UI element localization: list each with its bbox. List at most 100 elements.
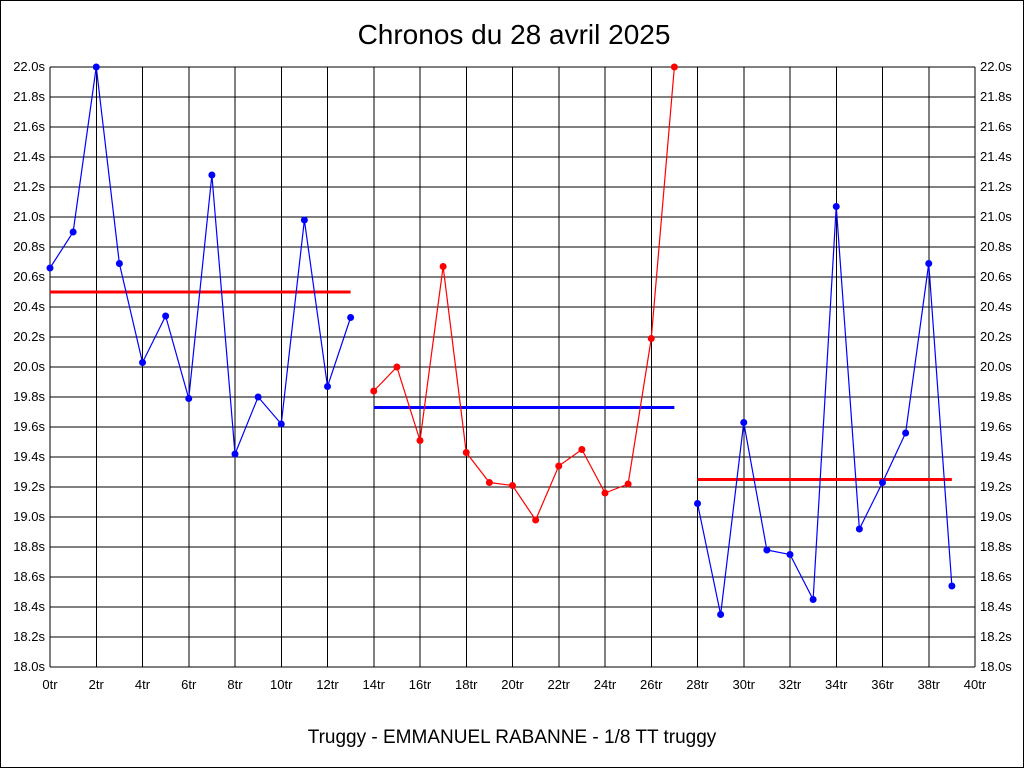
x-tick-label: 8tr — [227, 677, 243, 692]
y-tick-label-right: 18.2s — [980, 629, 1012, 644]
data-point — [370, 387, 378, 395]
y-tick-label-right: 19.8s — [980, 389, 1012, 404]
data-point — [139, 359, 146, 366]
data-point — [115, 260, 123, 267]
data-point — [254, 393, 262, 401]
y-tick-label-left: 21.2s — [13, 179, 45, 194]
data-point — [462, 449, 470, 456]
y-tick-label-right: 19.0s — [980, 509, 1012, 524]
data-point — [393, 363, 401, 371]
y-tick-label-right: 19.6s — [980, 419, 1012, 434]
y-tick-label-left: 20.6s — [13, 269, 45, 284]
x-tick-label: 32tr — [779, 677, 802, 692]
y-tick-label-right: 21.4s — [980, 149, 1012, 164]
x-tick-label: 24tr — [594, 677, 617, 692]
x-tick-label: 26tr — [640, 677, 663, 692]
data-point — [208, 171, 216, 179]
y-tick-label-left: 18.4s — [13, 599, 45, 614]
y-tick-label-left: 19.2s — [13, 479, 45, 494]
data-point — [277, 420, 285, 428]
data-point — [832, 203, 840, 210]
y-tick-label-right: 20.2s — [980, 329, 1012, 344]
data-point — [601, 489, 609, 497]
y-tick-label-left: 18.6s — [13, 569, 45, 584]
y-tick-label-left: 18.2s — [13, 629, 45, 644]
data-point — [740, 419, 748, 426]
y-tick-label-right: 22.0s — [980, 59, 1012, 74]
y-tick-label-right: 18.0s — [980, 659, 1012, 674]
y-tick-label-right: 19.2s — [980, 479, 1012, 494]
x-tick-label: 0tr — [42, 677, 58, 692]
chart-title: Chronos du 28 avril 2025 — [358, 19, 671, 50]
y-tick-label-left: 21.6s — [13, 119, 45, 134]
data-point — [532, 516, 540, 524]
data-point — [46, 264, 54, 272]
x-tick-label: 30tr — [733, 677, 756, 692]
y-tick-label-left: 19.8s — [13, 389, 45, 404]
data-point — [763, 546, 771, 554]
y-tick-label-left: 18.8s — [13, 539, 45, 554]
data-point — [69, 228, 77, 236]
x-tick-label: 38tr — [918, 677, 941, 692]
y-tick-label-right: 20.4s — [980, 299, 1012, 314]
series-group — [694, 203, 956, 618]
data-point — [162, 312, 170, 320]
data-point — [647, 335, 655, 342]
data-point — [624, 480, 632, 488]
data-point — [902, 429, 910, 437]
x-tick-label: 40tr — [964, 677, 987, 692]
series-line — [373, 66, 675, 522]
y-tick-label-right: 18.8s — [980, 539, 1012, 554]
y-tick-label-right: 20.0s — [980, 359, 1012, 374]
x-tick-label: 4tr — [135, 677, 151, 692]
y-tick-label-left: 21.4s — [13, 149, 45, 164]
y-tick-label-left: 20.2s — [13, 329, 45, 344]
grid — [49, 66, 976, 668]
y-tick-label-left: 19.6s — [13, 419, 45, 434]
x-tick-label: 12tr — [316, 677, 339, 692]
y-tick-label-right: 20.8s — [980, 239, 1012, 254]
series — [46, 63, 956, 618]
y-tick-label-left: 20.4s — [13, 299, 45, 314]
x-tick-label: 36tr — [871, 677, 894, 692]
data-point — [578, 446, 586, 453]
x-tick-label: 20tr — [501, 677, 524, 692]
series-line — [696, 206, 953, 615]
y-axis-left: 18.0s 18.2s 18.4s 18.6s 18.8s 19.0s 19.2s 19.4s… — [13, 59, 45, 674]
data-point — [509, 482, 516, 489]
y-tick-label-left: 21.8s — [13, 89, 45, 104]
data-point — [347, 314, 355, 321]
data-point — [439, 263, 447, 270]
chart-subtitle: Truggy - EMMANUEL RABANNE - 1/8 TT trugg… — [308, 727, 717, 748]
y-axis-right: 18.0s 18.2s 18.4s 18.6s 18.8s 19.0s 19.2s 19.4s… — [980, 59, 1012, 674]
y-tick-label-right: 20.6s — [980, 269, 1012, 284]
y-tick-label-right: 21.2s — [980, 179, 1012, 194]
y-tick-label-left: 19.4s — [13, 449, 45, 464]
y-tick-label-right: 21.8s — [980, 89, 1012, 104]
y-tick-label-right: 18.6s — [980, 569, 1012, 584]
data-point — [925, 260, 933, 267]
y-tick-label-right: 19.4s — [980, 449, 1012, 464]
data-point — [185, 395, 193, 402]
data-point — [809, 596, 817, 603]
x-tick-label: 2tr — [89, 677, 105, 692]
y-tick-label-left: 22.0s — [13, 59, 45, 74]
data-point — [416, 437, 424, 444]
x-tick-label: 14tr — [363, 677, 386, 692]
data-point — [879, 479, 886, 486]
data-point — [555, 462, 563, 470]
y-tick-label-left: 18.0s — [13, 659, 45, 674]
x-tick-label: 16tr — [409, 677, 432, 692]
data-point — [786, 551, 794, 558]
data-point — [948, 582, 956, 590]
y-tick-label-right: 21.0s — [980, 209, 1012, 224]
data-point — [92, 63, 100, 71]
y-tick-label-left: 19.0s — [13, 509, 45, 524]
data-point — [485, 479, 493, 486]
data-point — [717, 611, 725, 618]
data-point — [231, 450, 239, 458]
x-axis: 0tr 2tr 4tr 6tr 8tr 10tr 12tr 14tr 16tr 18tr 20tr 2… — [42, 677, 986, 692]
series-group — [370, 63, 678, 524]
